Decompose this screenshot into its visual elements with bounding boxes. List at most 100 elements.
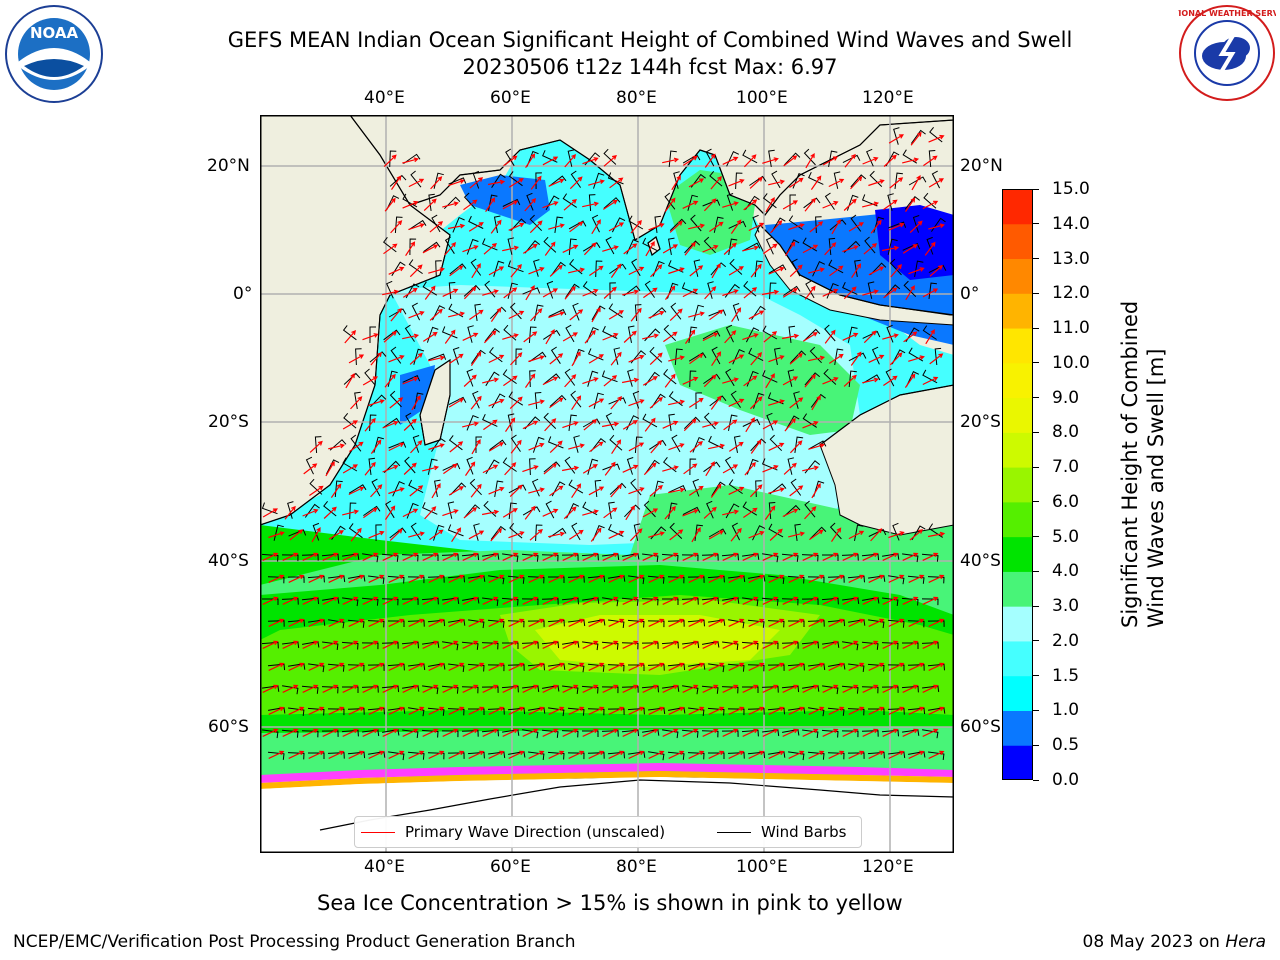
- wave-arrow: [444, 329, 456, 344]
- wind-barb: [854, 259, 861, 277]
- wind-barb: [388, 308, 407, 318]
- wave-arrow: [483, 242, 497, 255]
- wind-barb: [267, 663, 286, 671]
- wind-barb: [644, 280, 656, 298]
- wave-arrow: [602, 552, 619, 561]
- wind-barb: [386, 280, 394, 299]
- wind-barb: [742, 686, 759, 693]
- wave-arrow: [709, 309, 724, 321]
- wind-barb: [481, 642, 499, 650]
- lon-label-bottom-120e: 120°E: [862, 857, 914, 877]
- wave-arrow: [710, 395, 722, 410]
- wave-arrow: [828, 750, 845, 759]
- wind-barb: [821, 729, 839, 738]
- wave-arrow: [548, 618, 565, 627]
- wind-barb: [768, 149, 775, 167]
- wind-barb: [522, 729, 539, 739]
- wind-barb: [727, 663, 745, 672]
- wave-arrow: [548, 531, 566, 538]
- wave-arrow: [722, 684, 739, 693]
- wave-arrow: [405, 241, 416, 257]
- wind-barb: [788, 325, 796, 343]
- colorbar-tick-mark: [1033, 605, 1039, 607]
- wind-barb: [710, 262, 727, 276]
- wave-arrow: [423, 198, 437, 212]
- map-panel: [260, 115, 954, 853]
- wave-arrow: [428, 355, 446, 362]
- wind-barb: [301, 730, 319, 738]
- wind-barb: [907, 575, 925, 584]
- wave-arrow: [583, 242, 597, 256]
- wave-arrow: [748, 574, 765, 583]
- wave-arrow: [822, 684, 839, 693]
- wind-barb: [885, 368, 895, 387]
- wave-arrow: [569, 309, 584, 321]
- wave-arrow: [502, 552, 519, 561]
- wind-barb: [388, 620, 405, 627]
- wind-barb: [828, 237, 836, 256]
- wave-arrow: [862, 728, 879, 737]
- wave-arrow: [783, 462, 797, 475]
- wind-barb: [287, 619, 305, 627]
- wave-arrow: [583, 419, 598, 431]
- wave-arrow: [502, 245, 520, 252]
- map-frame: [260, 115, 954, 853]
- wave-arrow: [503, 155, 518, 167]
- wave-arrow: [528, 574, 545, 583]
- wind-barb: [642, 553, 659, 562]
- wave-arrow: [561, 465, 580, 472]
- wave-arrow: [562, 596, 579, 605]
- wave-arrow: [582, 596, 599, 605]
- wave-arrow: [822, 156, 838, 166]
- wave-arrow: [590, 527, 602, 542]
- wave-arrow: [762, 728, 779, 737]
- wind-barb: [628, 575, 645, 585]
- wave-arrow: [622, 420, 638, 430]
- wind-barb: [562, 193, 577, 208]
- wave-arrow: [622, 640, 639, 649]
- wave-arrow: [422, 684, 439, 693]
- wind-barb: [441, 685, 459, 694]
- wave-arrow: [604, 461, 616, 476]
- wave-arrow: [603, 286, 617, 299]
- wind-barb: [790, 478, 802, 496]
- wave-arrow: [442, 552, 459, 561]
- wave-arrow: [268, 618, 285, 627]
- wind-barb: [902, 553, 919, 563]
- wave-arrow: [482, 464, 499, 474]
- wave-arrow: [922, 200, 939, 210]
- wind-barb: [927, 576, 945, 584]
- wave-arrow: [802, 332, 818, 342]
- wind-barb: [421, 597, 439, 605]
- wave-arrow: [470, 351, 482, 366]
- wind-barb: [822, 685, 839, 695]
- wave-arrow: [782, 508, 799, 518]
- wind-barb: [766, 412, 774, 431]
- wave-arrow: [382, 684, 399, 693]
- wind-barb: [768, 575, 785, 584]
- wave-arrow: [749, 396, 763, 410]
- wave-arrow: [903, 331, 918, 343]
- colorbar-tick-mark: [1033, 536, 1039, 538]
- wave-arrow: [471, 439, 481, 455]
- wave-arrow: [862, 201, 880, 208]
- wind-barb: [742, 501, 758, 516]
- wave-arrow: [448, 662, 465, 671]
- wind-barb: [868, 575, 886, 582]
- wave-arrow: [622, 464, 639, 473]
- wave-arrow: [502, 333, 519, 340]
- wave-arrow: [528, 618, 545, 627]
- wave-arrow: [542, 640, 559, 649]
- wave-arrow: [722, 728, 739, 737]
- wind-barb: [442, 462, 461, 471]
- wind-barb: [841, 554, 859, 561]
- wave-arrow: [548, 706, 565, 715]
- wave-arrow: [448, 618, 465, 627]
- wind-barb: [926, 236, 934, 255]
- wave-arrow: [902, 157, 920, 164]
- wind-barb: [348, 484, 367, 494]
- wave-arrow: [789, 264, 803, 278]
- wave-arrow: [422, 596, 439, 605]
- wave-arrow: [483, 419, 498, 431]
- colorbar-tick-mark: [1033, 570, 1039, 572]
